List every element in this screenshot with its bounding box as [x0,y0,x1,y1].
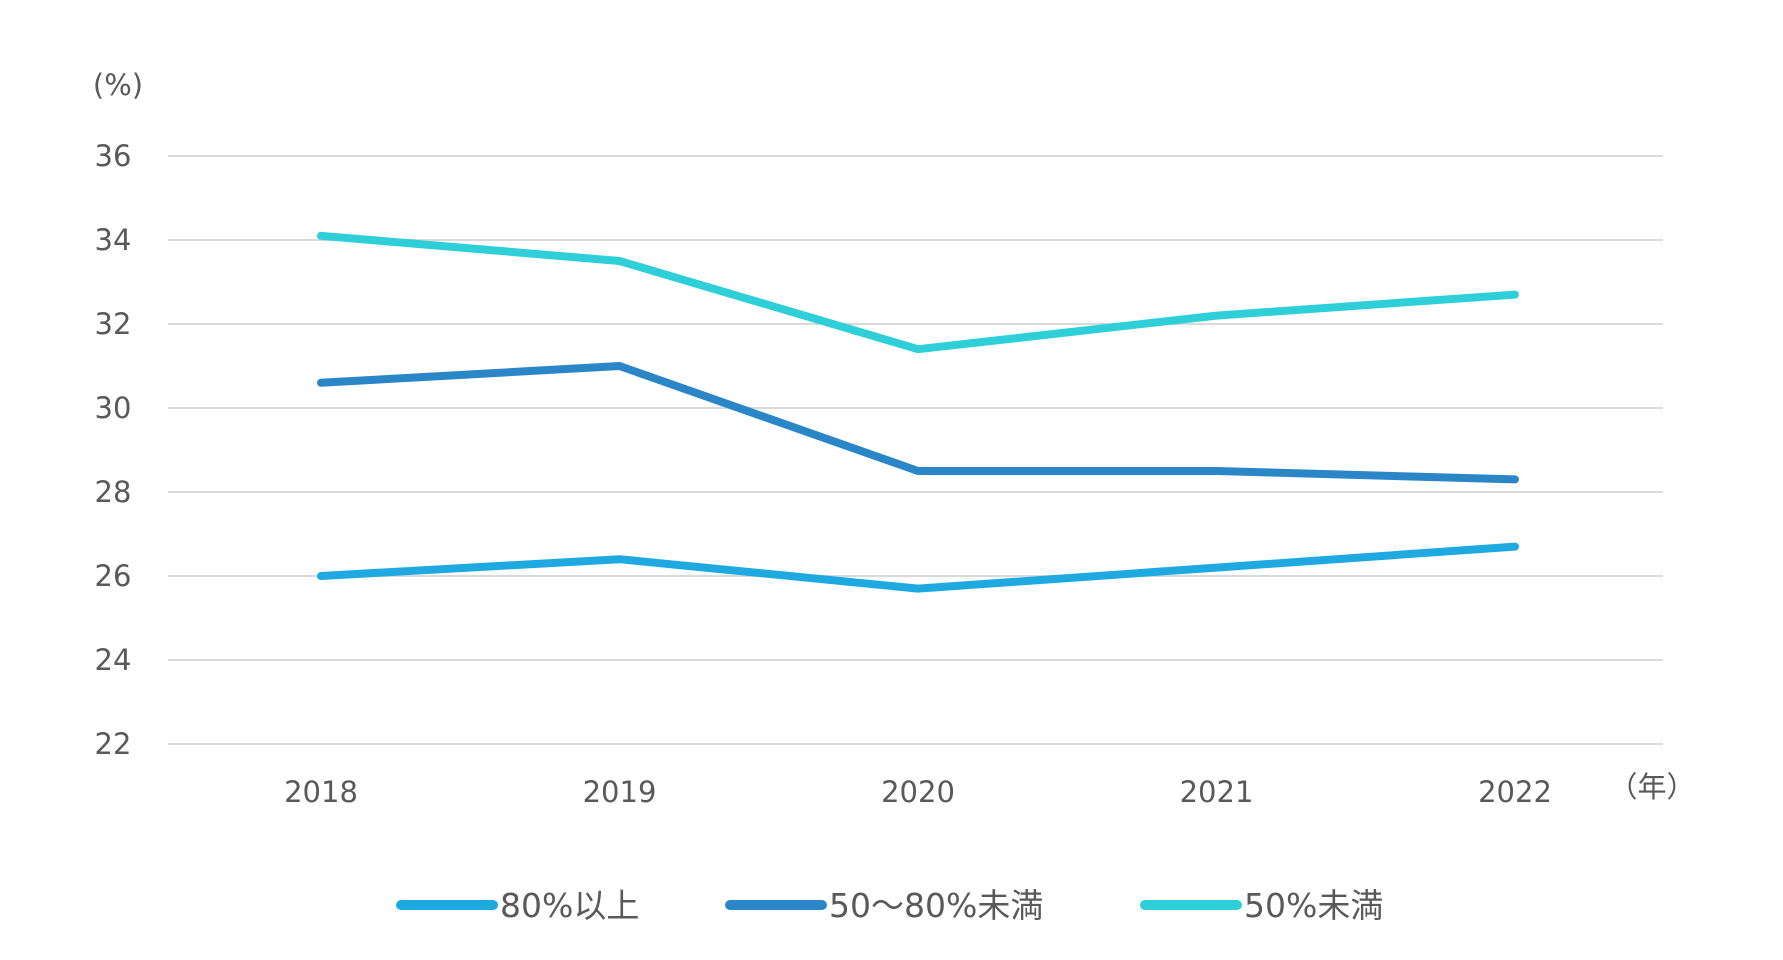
y-tick-label: 34 [95,223,132,257]
x-tick-label: 2021 [1180,775,1254,809]
y-tick-label: 26 [95,559,132,593]
y-tick-label: 32 [95,307,132,341]
x-tick-label: 2022 [1478,775,1552,809]
series-line-0 [317,542,1519,593]
y-axis: (%) 22 24 26 28 30 32 34 36 [93,68,143,761]
legend-label-2: 50%未満 [1244,886,1383,925]
y-axis-unit-label: (%) [93,68,143,102]
series-layer [317,231,1519,593]
y-tick-label: 30 [95,391,132,425]
y-tick-label: 22 [95,727,132,761]
legend-label-1: 50～80%未満 [829,886,1043,925]
x-tick-label: 2020 [881,775,955,809]
x-tick-label: 2019 [583,775,657,809]
y-tick-label: 24 [95,643,132,677]
legend: 80%以上 50～80%未満 50%未満 [396,886,1383,925]
x-axis-unit-label: （年） [1608,770,1695,804]
series-line-1 [317,362,1519,484]
legend-label-0: 80%以上 [500,886,639,925]
x-axis: （年） 2018 2019 2020 2021 2022 [284,770,1695,809]
y-tick-label: 36 [95,139,132,173]
x-tick-label: 2018 [284,775,358,809]
series-line-2 [317,231,1519,354]
y-tick-label: 28 [95,475,132,509]
